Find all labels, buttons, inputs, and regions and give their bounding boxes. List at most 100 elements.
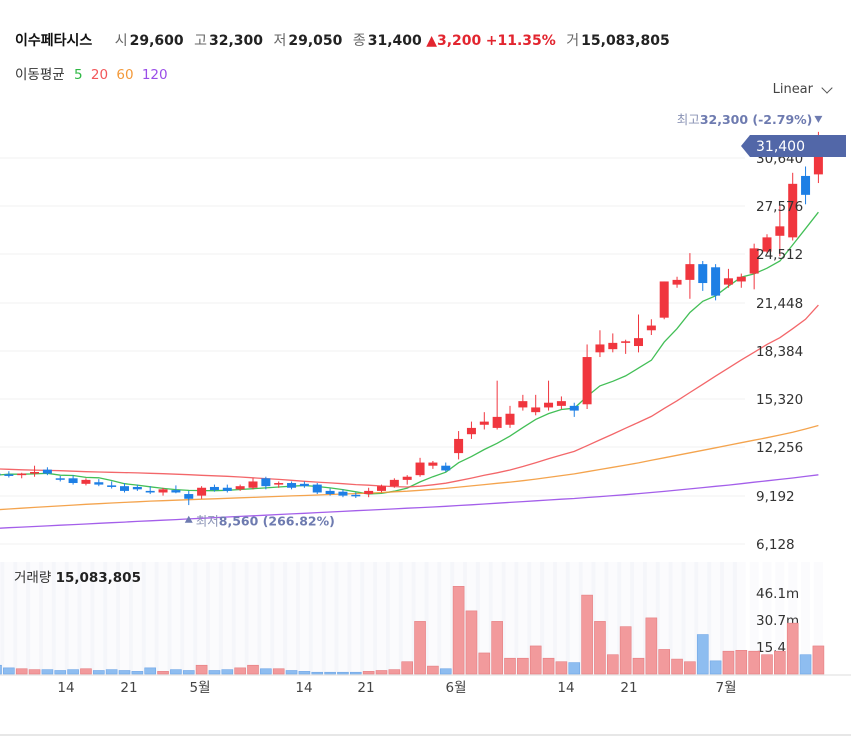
volume-stripe: [338, 562, 348, 674]
candle-body: [132, 486, 142, 490]
volume-stripe: [222, 562, 232, 674]
candle: [299, 481, 309, 488]
candle: [68, 475, 78, 485]
candle-body: [4, 474, 14, 476]
candle-body: [775, 226, 785, 236]
candle: [595, 330, 605, 358]
candle-body: [736, 276, 746, 282]
volume-bar: [311, 671, 324, 675]
candle: [801, 166, 811, 205]
candle: [4, 471, 14, 478]
candle-body: [621, 341, 631, 343]
ma-5-legend[interactable]: 5: [73, 67, 83, 83]
price-gridlines: [0, 157, 745, 545]
candle-body: [685, 264, 695, 280]
candle: [338, 489, 348, 498]
ma-20-line: [0, 304, 819, 488]
high-marker-text: 최고32,300 (-2.79%): [677, 112, 813, 127]
volume-stripe: [531, 562, 541, 674]
quote-summary: 이수페타시스 시 29,600 고 32,300 저 29,050 종 31,400 ▲…: [15, 30, 670, 50]
volume-bar: [41, 669, 54, 675]
ma-60-legend[interactable]: 60: [116, 67, 134, 83]
volume-stripe: [788, 562, 798, 674]
volume-stripe: [261, 562, 271, 674]
volume-stripe: [4, 562, 14, 674]
volume-bar: [427, 665, 439, 675]
candle: [608, 333, 618, 353]
moving-average-legend: 이동평균 5 20 60 120: [15, 63, 172, 83]
volume-stripe: [81, 562, 91, 674]
candle-body: [556, 401, 566, 406]
candle-body: [608, 342, 618, 350]
price-axis-tick-label: 27,576: [756, 199, 803, 215]
volume-stripe: [68, 562, 78, 674]
candle: [94, 479, 104, 487]
candle: [274, 481, 284, 488]
candle: [518, 394, 528, 411]
volume-bar: [272, 668, 285, 675]
candle: [582, 344, 592, 410]
volume-value: 15,083,805: [581, 33, 670, 49]
volume-stripe: [145, 562, 155, 674]
volume-bar: [529, 645, 542, 675]
candle: [197, 486, 207, 499]
candle: [402, 475, 412, 485]
ma-20-legend[interactable]: 20: [90, 67, 109, 83]
volume-stripe: [634, 562, 643, 674]
volume-stripe: [94, 562, 104, 674]
candle-body: [0, 473, 1, 476]
volume-stripe: [505, 562, 515, 674]
candle-body: [42, 469, 52, 474]
volume-bar: [722, 650, 735, 675]
volume-bar: [568, 662, 581, 675]
volume-stripe: [659, 562, 669, 674]
candle-body: [389, 479, 399, 487]
candle-body: [17, 473, 27, 476]
candle: [569, 402, 579, 417]
candle-body: [94, 482, 104, 485]
volume-stripe: [402, 562, 412, 674]
candle: [325, 488, 335, 496]
candle: [505, 405, 515, 428]
candle: [377, 484, 386, 493]
low-marker-text: 최저8,560 (266.82%): [196, 514, 335, 529]
volume-bar: [0, 664, 2, 675]
candle-body: [428, 462, 438, 466]
scale-dropdown[interactable]: Linear: [772, 81, 833, 97]
volume-label: 거: [566, 33, 580, 49]
volume-stripe: [556, 562, 566, 674]
volume-bar: [478, 652, 491, 675]
volume-bar: [401, 661, 414, 675]
candle-body: [312, 484, 322, 493]
volume-bar: [696, 634, 709, 675]
candle-body: [351, 494, 361, 497]
volume-stripe: [42, 562, 52, 674]
candle: [441, 462, 451, 473]
high-label: 고: [194, 33, 207, 49]
candle-body: [158, 489, 168, 493]
candle-body: [222, 487, 232, 491]
volume-bar: [182, 670, 195, 675]
volume-stripe: [17, 562, 27, 674]
candle-body: [377, 486, 386, 491]
ma-60-line: [0, 424, 819, 511]
volume-stripe: [428, 562, 438, 674]
candle-body: [723, 278, 733, 285]
volume-bar: [93, 670, 105, 675]
stock-chart[interactable]: 15.4m30.7m46.1m6,1289,19212,25615,32018,…: [0, 110, 851, 742]
candle: [466, 421, 476, 439]
ma-120-legend[interactable]: 120: [141, 67, 168, 83]
up-triangle-icon: [184, 515, 193, 523]
moving-average-lines: [0, 211, 819, 529]
candle: [222, 484, 232, 493]
candle-body: [81, 479, 91, 484]
scale-dropdown-value: Linear: [772, 82, 813, 97]
date-axis-tick-label: 5월: [189, 680, 210, 696]
candle-body: [184, 494, 194, 499]
candle: [81, 478, 91, 486]
volume-bar: [761, 654, 773, 675]
current-price-tag: 31,400: [741, 135, 846, 158]
candle-body: [813, 146, 823, 175]
volume-stripe: [801, 562, 811, 674]
price-axis-tick-label: 12,256: [756, 440, 803, 456]
